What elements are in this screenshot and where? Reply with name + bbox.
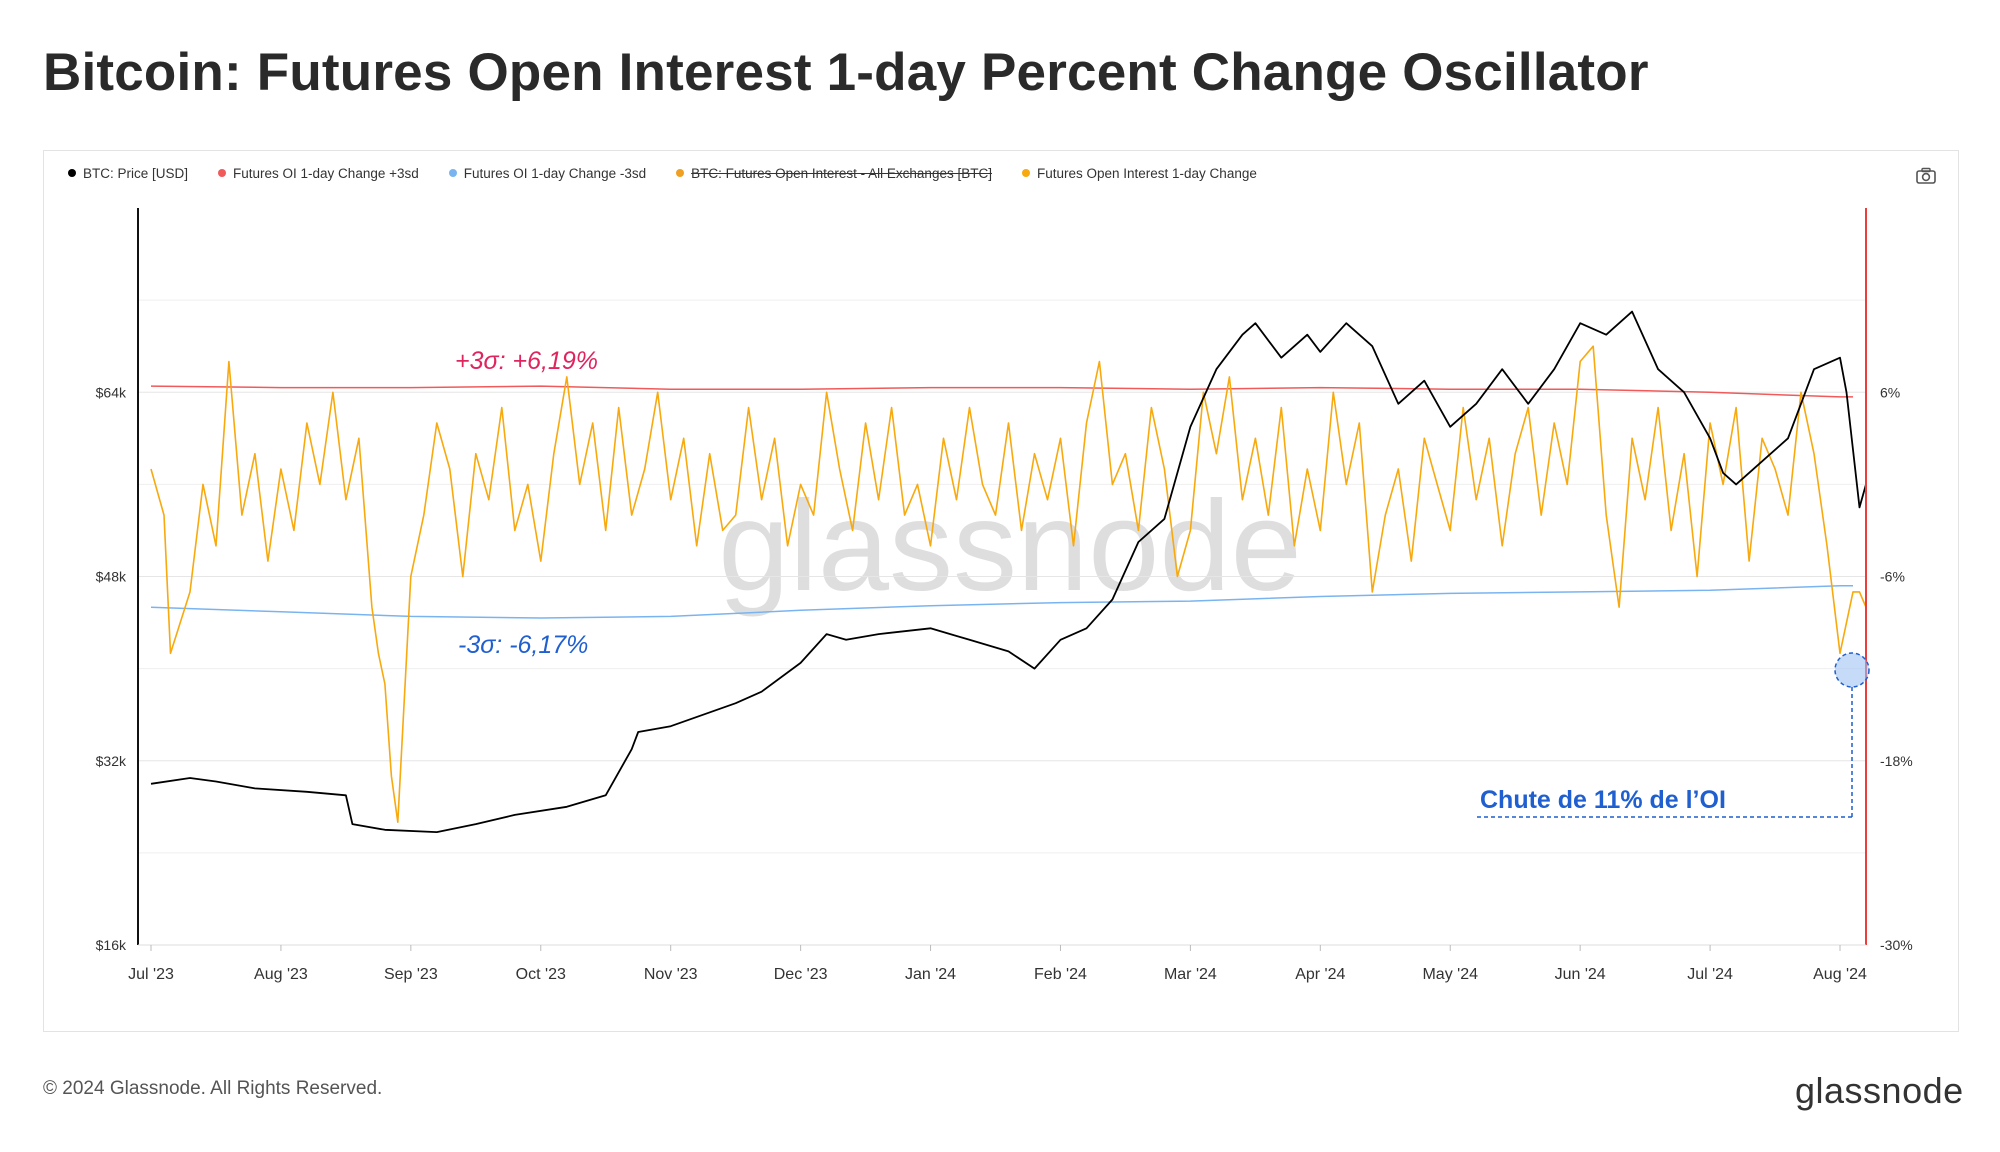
x-tick-label: Nov '23 — [644, 966, 698, 983]
series-line-btc-price-usd — [150, 310, 1867, 833]
x-tick-label: Dec '23 — [774, 966, 828, 983]
legend-dot-btc-price — [68, 169, 76, 177]
legend-item-btc-price[interactable]: BTC: Price [USD] — [68, 166, 188, 181]
x-tick-label: Mar '24 — [1164, 966, 1217, 983]
y-left-tick-label: $48k — [96, 569, 127, 585]
y-right-tick-label: 6% — [1880, 384, 1900, 400]
annotation-plus-3sigma: +3σ: +6,19% — [455, 347, 598, 375]
annotations: +3σ: +6,19% -3σ: -6,17% Chute de 11% de … — [455, 347, 1870, 818]
annotation-oi-drop: Chute de 11% de l’OI — [1480, 786, 1726, 814]
x-tick-label: May '24 — [1422, 966, 1478, 983]
legend-item-plus-3sd[interactable]: Futures OI 1-day Change +3sd — [218, 166, 419, 181]
y-right-tick-label: -18% — [1880, 753, 1913, 769]
legend-dot-plus-3sd — [218, 169, 227, 177]
x-tick-label: Sep '23 — [384, 966, 438, 983]
footer-brand-logo: glassnode — [1795, 1070, 1964, 1111]
legend-label-minus-3sd: Futures OI 1-day Change -3sd — [463, 165, 647, 181]
legend-label-oi-1day-change: Futures Open Interest 1-day Change — [1036, 165, 1257, 181]
legend-item-minus-3sd[interactable]: Futures OI 1-day Change -3sd — [448, 165, 647, 181]
legend-dot-oi-1day-change — [1021, 169, 1030, 177]
y-right-tick-label: -6% — [1880, 569, 1905, 585]
legend-label-btc-price: BTC: Price [USD] — [83, 165, 189, 181]
chart-panel — [43, 150, 1959, 1032]
y-left-tick-label: $32k — [96, 753, 127, 769]
legend-item-open-interest-hidden[interactable]: BTC: Futures Open Interest - All Exchang… — [676, 166, 992, 181]
x-tick-label: Aug '23 — [254, 966, 308, 983]
x-tick-label: Jul '24 — [1687, 966, 1733, 983]
annotation-highlight-circle — [1834, 652, 1870, 688]
x-tick-label: Apr '24 — [1295, 966, 1345, 983]
legend-dot-open-interest-hidden — [676, 169, 685, 177]
legend-dot-minus-3sd — [448, 169, 457, 177]
axes: $16k $32k $48k $64k 6% -6% -18% -30% Jul '23 Aug … — [96, 208, 1913, 983]
chart-legend: BTC: Price [USD] Futures OI 1-day Change… — [68, 163, 1287, 183]
x-tick-label: Aug '24 — [1813, 966, 1867, 983]
page-title: Bitcoin: Futures Open Interest 1-day Per… — [43, 43, 1649, 102]
grid-lines — [138, 299, 1866, 946]
x-tick-label: Oct '23 — [516, 966, 566, 983]
series-layer — [150, 310, 1867, 833]
legend-item-oi-1day-change[interactable]: Futures Open Interest 1-day Change — [1021, 165, 1257, 181]
series-line-futures-oi-1-day-change-3sd — [150, 385, 1853, 398]
legend-label-open-interest-hidden: BTC: Futures Open Interest - All Exchang… — [691, 165, 992, 181]
x-tick-label: Feb '24 — [1034, 966, 1087, 983]
series-line-futures-open-interest-1-day-change — [150, 345, 1867, 824]
x-tick-label: Jan '24 — [905, 966, 956, 983]
y-right-tick-label: -30% — [1880, 937, 1913, 953]
y-left-tick-label: $64k — [96, 384, 127, 400]
legend-label-plus-3sd: Futures OI 1-day Change +3sd — [233, 165, 419, 181]
annotation-minus-3sigma: -3σ: -6,17% — [458, 631, 588, 659]
x-tick-label: Jul '23 — [128, 966, 174, 983]
y-left-tick-label: $16k — [96, 937, 127, 953]
footer-copyright: © 2024 Glassnode. All Rights Reserved. — [43, 1078, 383, 1099]
camera-icon[interactable] — [1915, 166, 1937, 186]
series-line-futures-oi-1-day-change-3sd — [150, 584, 1853, 619]
x-tick-label: Jun '24 — [1555, 966, 1606, 983]
